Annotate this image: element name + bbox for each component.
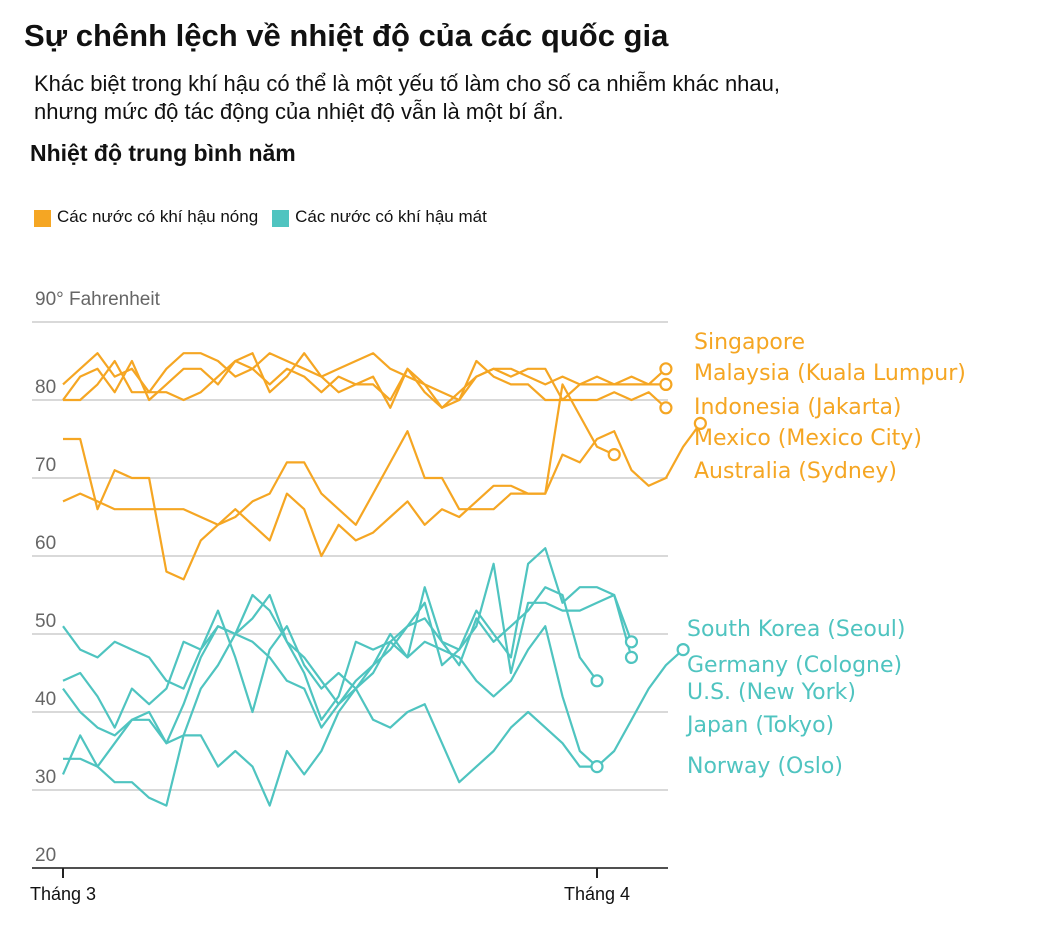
chart-heading: Nhiệt độ trung bình năm [30,140,296,166]
series-end-marker-1 [659,377,673,391]
x-tick-label-1: Tháng 4 [564,884,630,904]
series-label-8: Japan (Tokyo) [685,713,834,738]
series-line-8 [61,625,684,775]
series-label-0: Singapore [694,330,805,355]
legend-item-cool: Các nước có khí hậu mát [272,206,487,227]
chart-legend: Các nước có khí hậu nóng Các nước có khí… [34,206,501,227]
y-tick-label-50: 50 [35,611,56,632]
y-tick-label-60: 60 [35,533,56,554]
series-end-marker-0 [659,362,673,376]
series-label-3: Mexico (Mexico City) [694,426,922,451]
series-label-4: Australia (Sydney) [694,459,897,484]
series-label-6: Germany (Cologne) [687,653,902,678]
subtitle-line-2: nhưng mức độ tác động của nhiệt độ vẫn l… [34,99,564,124]
legend-item-hot: Các nước có khí hậu nóng [34,206,258,227]
series-end-marker-7 [590,674,604,688]
series-end-marker-5 [624,650,639,665]
series-end-marker-8 [676,642,690,657]
series-line-4 [62,383,615,526]
series-line-2 [63,359,667,409]
page-title: Sự chênh lệch về nhiệt độ của các quốc g… [24,18,669,53]
series-label-2: Indonesia (Jakarta) [694,395,902,420]
legend-label-hot: Các nước có khí hậu nóng [57,206,259,226]
series-label-7: U.S. (New York) [687,680,856,705]
y-tick-label-70: 70 [35,455,56,476]
series-line-5 [62,547,633,729]
series-line-9 [63,687,597,807]
legend-swatch-hot [34,210,51,227]
y-tick-label-80: 80 [35,377,56,398]
series-end-marker-2 [659,401,673,415]
series-end-marker-4 [607,448,621,462]
series-label-1: Malaysia (Kuala Lumpur) [694,361,966,386]
series-label-5: South Korea (Seoul) [687,617,905,642]
series-end-marker-9 [590,759,604,774]
y-tick-label-20: 20 [35,845,56,866]
series-line-0 [62,352,667,402]
series-line-6 [62,562,633,706]
y-unit-label: 90° Fahrenheit [35,289,161,310]
series-line-1 [62,352,666,409]
series-line-7 [62,586,598,745]
legend-label-cool: Các nước có khí hậu mát [295,206,487,226]
subtitle: Khác biệt trong khí hậu có thể là một yế… [34,70,934,126]
series-end-marker-3 [693,416,707,430]
y-tick-label-30: 30 [35,767,56,788]
series-end-marker-6 [624,635,639,649]
subtitle-line-1: Khác biệt trong khí hậu có thể là một yế… [34,71,780,96]
series-label-9: Norway (Oslo) [687,754,843,779]
x-tick-label-0: Tháng 3 [30,884,96,904]
legend-swatch-cool [272,210,290,227]
y-tick-label-40: 40 [35,689,56,710]
